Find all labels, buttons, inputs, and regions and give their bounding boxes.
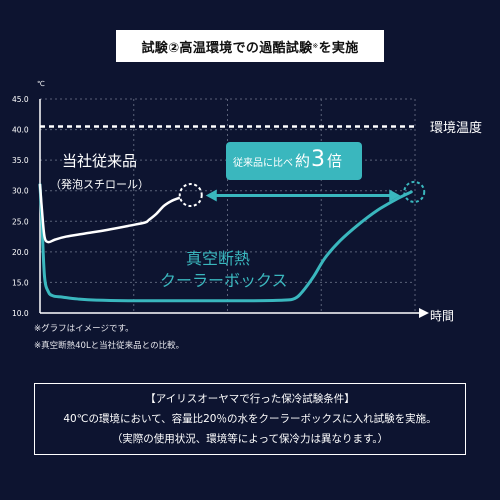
- badge-prefix: 約: [295, 152, 310, 170]
- series-line-conventional: [38, 183, 180, 244]
- note-image: ※グラフはイメージです。: [34, 324, 134, 334]
- y-tick-label: 30.0: [12, 187, 29, 196]
- badge-suffix: 倍: [327, 152, 342, 170]
- y-tick-labels: 45.0 40.0 35.0 30.0 25.0 20.0 15.0 10.0: [12, 95, 29, 318]
- y-tick-label: 40.0: [12, 126, 29, 135]
- grid-lines: [40, 98, 416, 313]
- conditions-line1: 40℃の環境において、容量比20％の水をクーラーボックスに入れ試験を実施。: [63, 413, 437, 425]
- title-mark: ※: [312, 42, 319, 50]
- y-tick-label: 15.0: [12, 278, 29, 287]
- title-tail: を実施: [318, 40, 359, 56]
- test-conditions-box: 【アイリスオーヤマで行った保冷試験条件】 40℃の環境において、容量比20％の水…: [34, 383, 466, 455]
- title-text: 試験②高温環境での過酷試験: [141, 40, 313, 56]
- badge-number: 3: [311, 147, 325, 172]
- y-tick-label: 10.0: [12, 309, 29, 318]
- y-tick-label: 25.0: [12, 217, 29, 226]
- temperature-chart: 45.0 40.0 35.0 30.0 25.0 20.0 15.0 10.0 ℃ 時間 環境…: [12, 80, 482, 323]
- x-axis-label: 時間: [430, 309, 454, 323]
- series-label-vacuum-line1: 真空断熱: [186, 249, 250, 268]
- series-label-conventional-line2: （発泡スチロール）: [50, 177, 149, 191]
- x-axis-arrow: [419, 308, 429, 318]
- comparison-badge: 従来品に比べ 約3 倍: [226, 142, 362, 180]
- conditions-line2: （実際の使用状況、環境等によって保冷力は異なります。）: [111, 433, 389, 445]
- arrow-head-right: [389, 189, 401, 202]
- series-label-vacuum-line2: クーラーボックス: [160, 271, 288, 290]
- chart-title: 試験②高温環境での過酷試験 ※ を実施: [116, 30, 384, 62]
- arrow-head-left: [205, 189, 217, 202]
- y-tick-label: 45.0: [12, 95, 29, 104]
- comparison-arrow: [205, 189, 401, 202]
- y-unit-label: ℃: [37, 80, 45, 88]
- conditions-heading: 【アイリスオーヤマで行った保冷試験条件】: [145, 393, 355, 405]
- note-comparison: ※真空断熱40Lと当社従来品との比較。: [34, 341, 185, 351]
- badge-label: 従来品に比べ: [233, 156, 293, 169]
- end-marker-conventional: [178, 183, 203, 208]
- series-label-conventional-line1: 当社従来品: [62, 152, 137, 170]
- y-tick-label: 35.0: [12, 156, 29, 165]
- end-marker-vacuum: [403, 180, 426, 203]
- y-tick-label: 20.0: [12, 248, 29, 257]
- series-line-vacuum: [38, 183, 413, 303]
- ambient-label: 環境温度: [430, 120, 482, 136]
